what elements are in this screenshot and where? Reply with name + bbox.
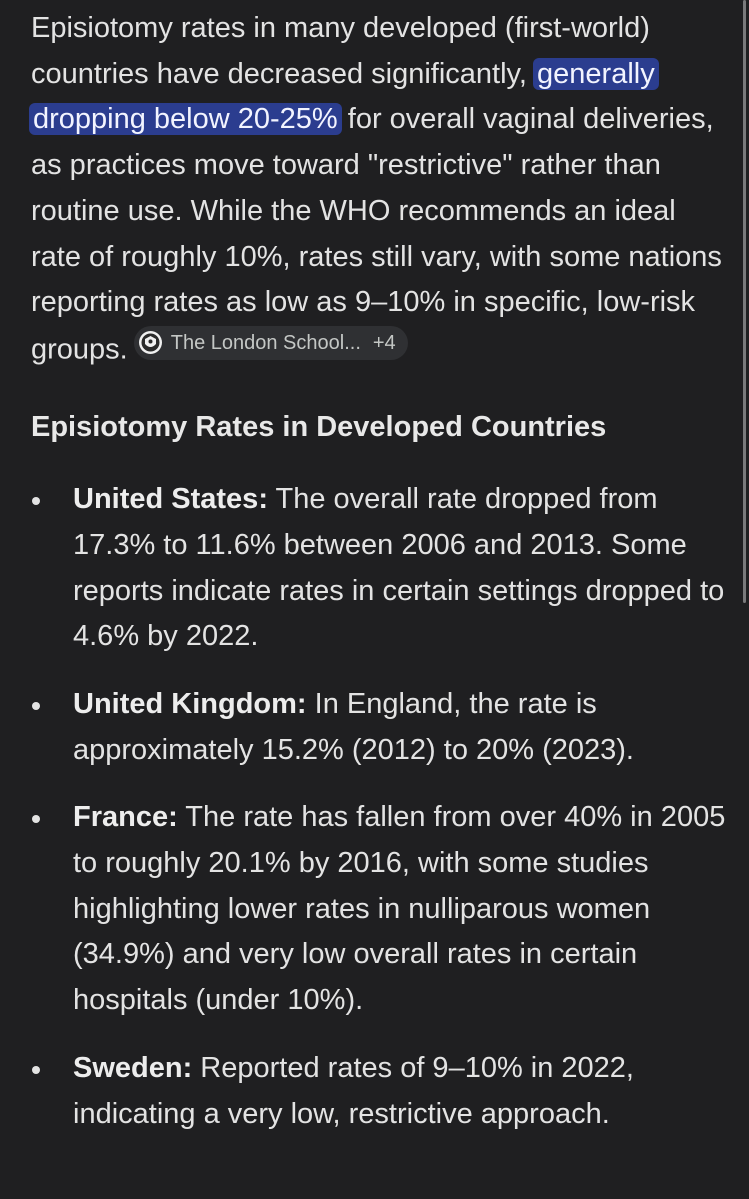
list-item-france: France: The rate has fallen from over 40… bbox=[31, 795, 731, 1024]
scrollbar[interactable] bbox=[743, 0, 746, 603]
source-chip-count: +4 bbox=[372, 331, 396, 354]
source-chip[interactable]: The London School... +4 bbox=[133, 325, 408, 360]
bullet-text: The rate has fallen from over 40% in 200… bbox=[73, 801, 726, 1017]
intro-text-before: Episiotomy rates in many developed (firs… bbox=[31, 12, 650, 90]
response-content: Episiotomy rates in many developed (firs… bbox=[29, 6, 731, 1159]
bullet-dot bbox=[32, 1065, 40, 1074]
bullet-dot bbox=[32, 497, 40, 506]
source-chip-label: The London School... bbox=[170, 331, 361, 354]
list-item-sweden: Sweden: Reported rates of 9–10% in 2022,… bbox=[31, 1046, 731, 1137]
intro-paragraph: Episiotomy rates in many developed (firs… bbox=[29, 6, 731, 373]
bullet-label: Sweden: bbox=[73, 1051, 193, 1084]
bullet-text: The overall rate dropped from 17.3% to 1… bbox=[73, 483, 725, 653]
bullet-text: Reported rates of 9–10% in 2022, indicat… bbox=[73, 1051, 634, 1130]
lse-crest-icon bbox=[138, 330, 163, 355]
section-title: Episiotomy Rates in Developed Countries bbox=[31, 411, 607, 444]
intro-text-after: for overall vaginal deliveries, as pract… bbox=[31, 103, 722, 366]
country-list: United States: The overall rate dropped … bbox=[31, 477, 731, 1137]
list-item-united-states: United States: The overall rate dropped … bbox=[31, 477, 731, 660]
bullet-label: United Kingdom: bbox=[73, 687, 307, 720]
list-item-united-kingdom: United Kingdom: In England, the rate is … bbox=[31, 682, 731, 773]
bullet-text: In England, the rate is approximately 15… bbox=[73, 687, 634, 766]
bullet-label: United States: bbox=[73, 483, 268, 516]
bullet-label: France: bbox=[73, 801, 178, 834]
bullet-dot bbox=[32, 815, 40, 824]
bullet-dot bbox=[32, 701, 40, 710]
